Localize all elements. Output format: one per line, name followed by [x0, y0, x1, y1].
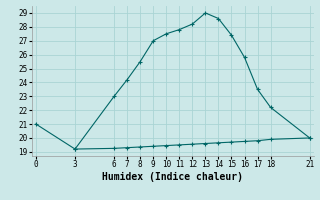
X-axis label: Humidex (Indice chaleur): Humidex (Indice chaleur)	[102, 172, 243, 182]
